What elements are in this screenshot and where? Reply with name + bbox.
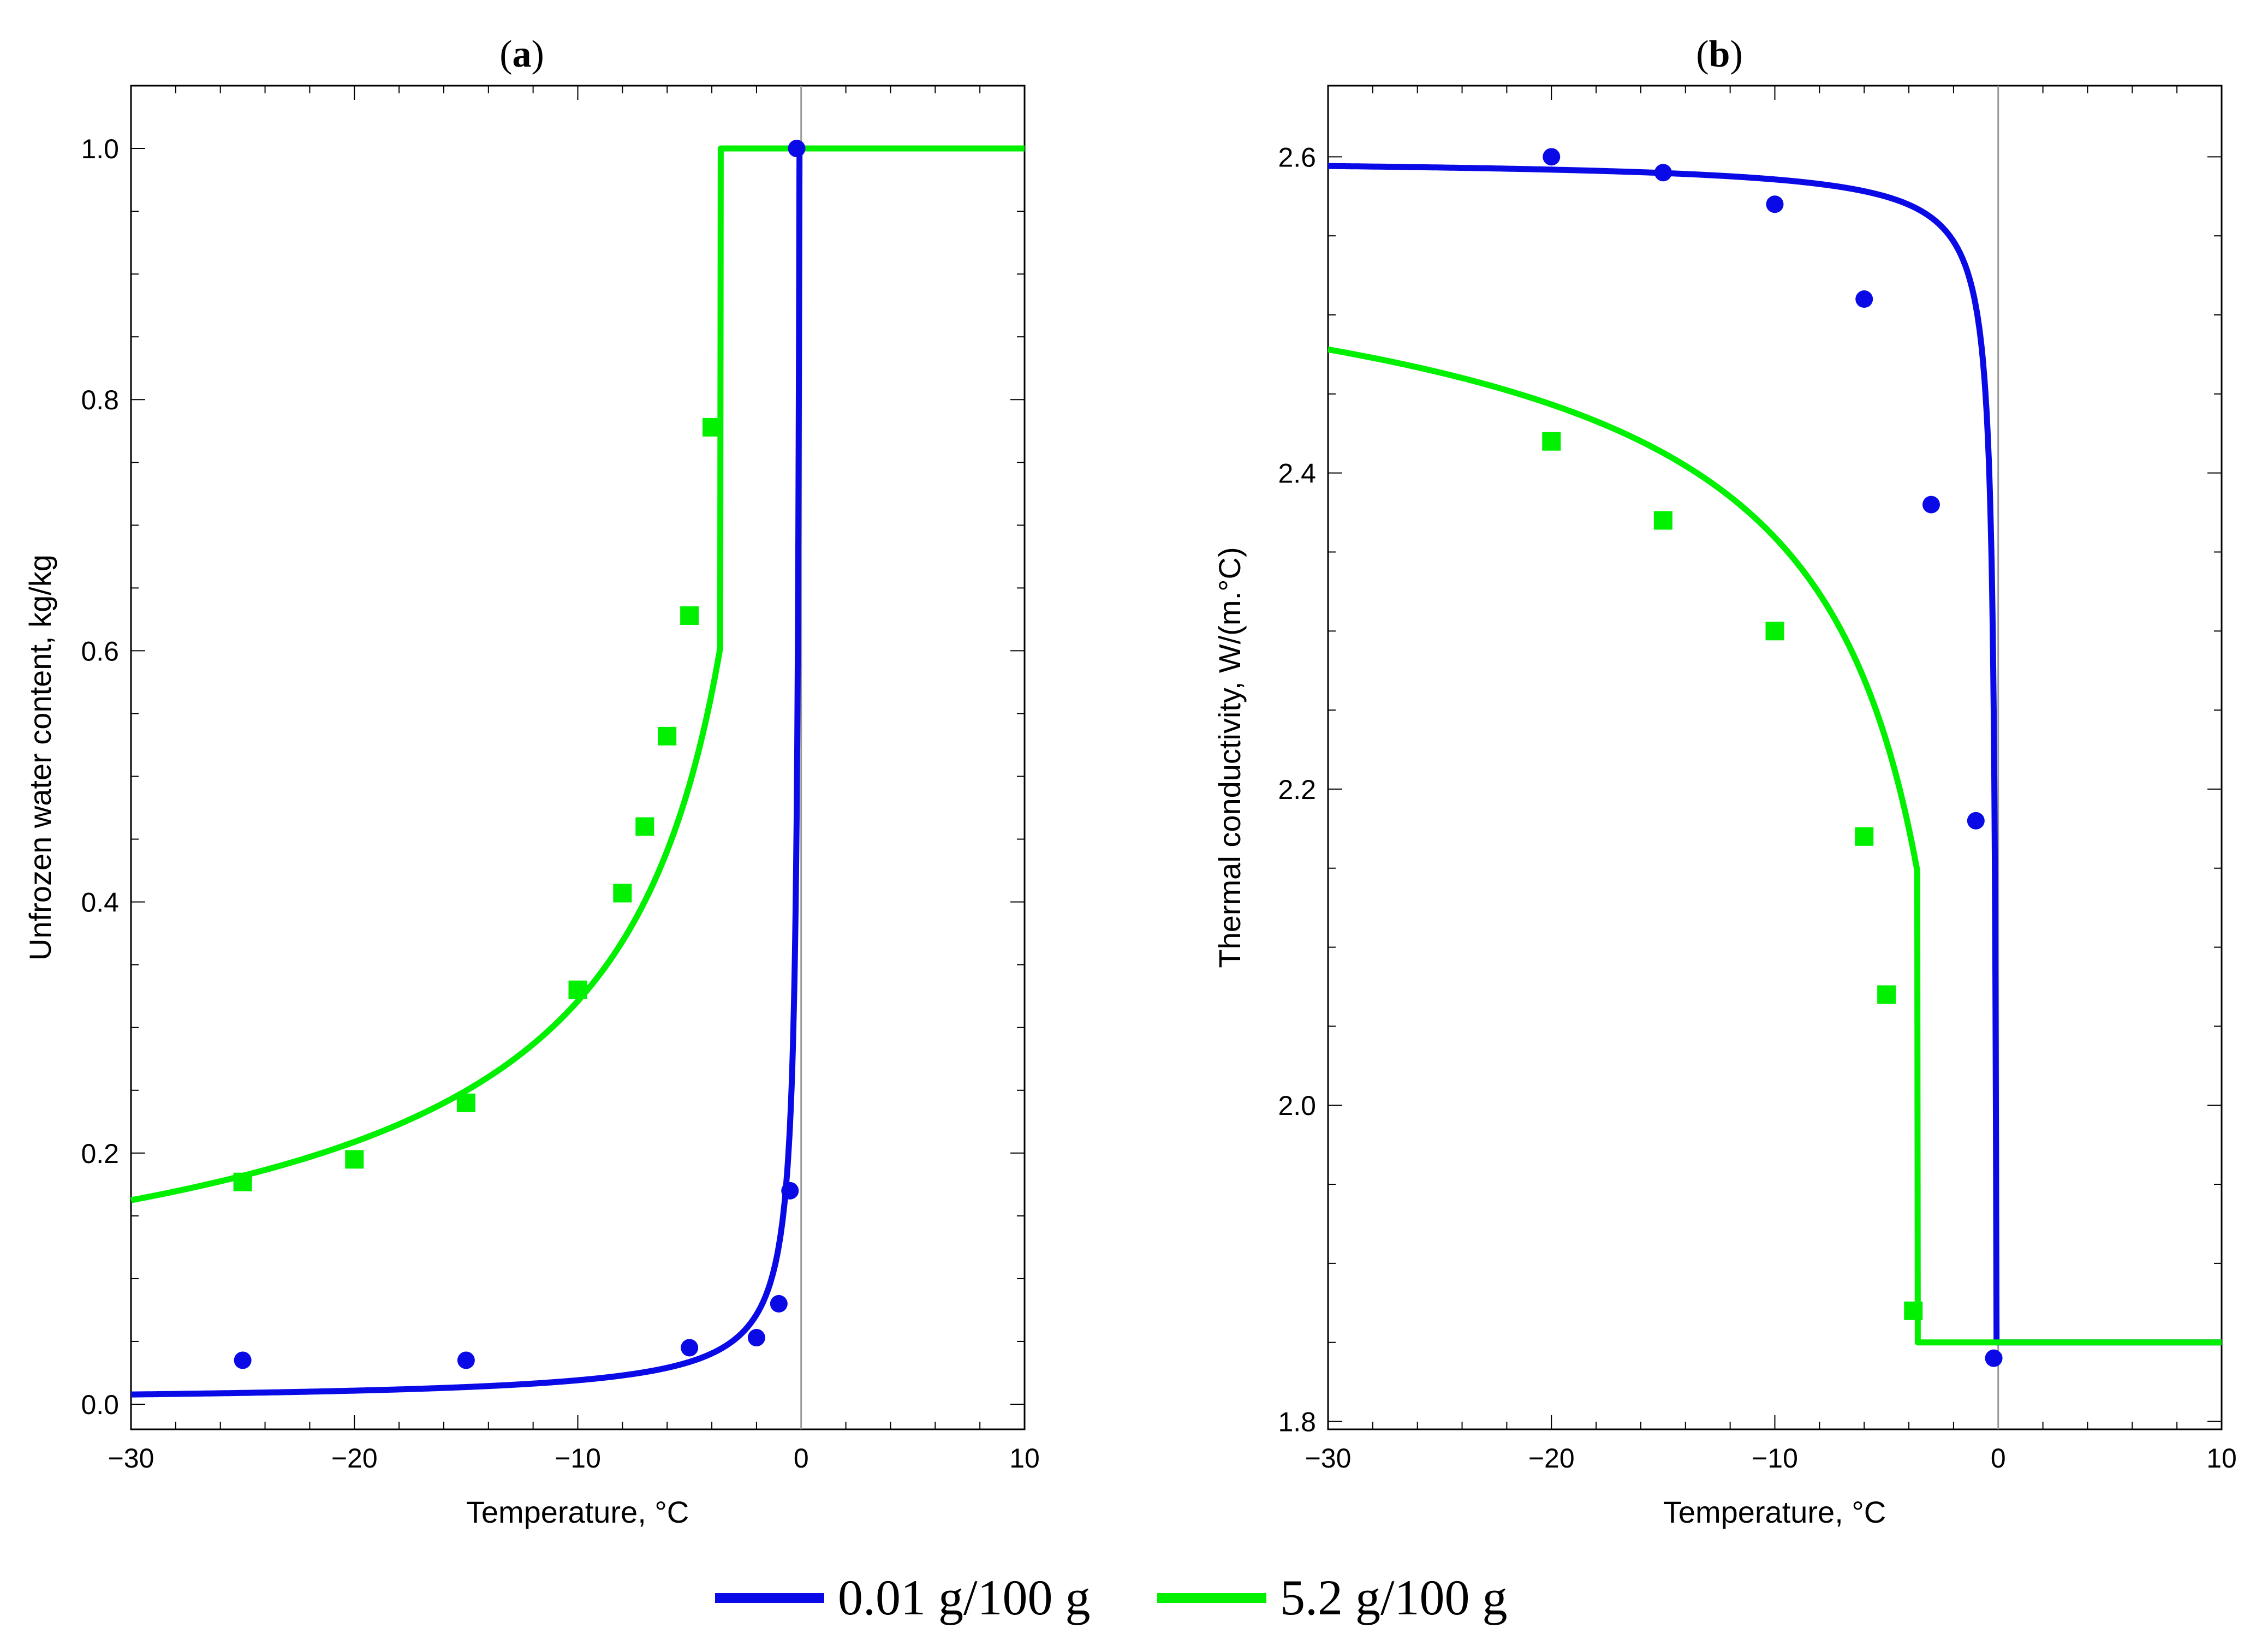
panel-a-markers <box>233 140 806 1369</box>
panel-a-curves <box>128 145 1027 1398</box>
panel-a-title: (a) <box>499 33 544 75</box>
data-point <box>681 1339 699 1357</box>
y-tick-label: 0.2 <box>81 1138 119 1169</box>
panel-a-x-label: Temperature, °C <box>466 1495 689 1529</box>
data-point <box>1766 195 1784 213</box>
panel-a-y-ticks: 0.0 0.2 0.4 0.6 0.8 1.0 <box>81 85 1025 1420</box>
panel-b-markers <box>1542 148 2003 1367</box>
y-tick-label: 2.2 <box>1278 774 1316 805</box>
data-point <box>1855 290 1873 308</box>
x-tick-label: 0 <box>794 1443 809 1474</box>
data-point <box>781 1182 799 1200</box>
data-point <box>1904 1301 1923 1320</box>
x-tick-label: −20 <box>1528 1443 1575 1474</box>
data-point <box>1765 622 1784 641</box>
panel-b-curves <box>1325 163 2224 1346</box>
data-point <box>1653 511 1672 530</box>
panel-b-frame <box>1327 85 2223 1430</box>
y-tick-label: 2.6 <box>1278 142 1316 172</box>
y-tick-label: 0.0 <box>81 1389 119 1420</box>
panel-a-frame <box>130 85 1026 1430</box>
panel-a-y-label: Unfrozen water content, kg/kg <box>23 554 57 961</box>
panel-b: (b) −30 −20 −10 0 10 1.8 2.0 2.2 2.4 2.6 Tempera… <box>1212 33 2237 1529</box>
data-point <box>345 1150 364 1169</box>
y-tick-label: 2.0 <box>1278 1090 1316 1121</box>
data-point <box>613 884 632 903</box>
data-point <box>788 140 806 158</box>
series-line <box>1325 346 2224 1346</box>
y-tick-label: 0.4 <box>81 887 119 918</box>
data-point <box>703 418 722 437</box>
data-point <box>680 606 699 625</box>
panel-b-x-ticks: −30 −20 −10 0 10 <box>1305 86 2237 1474</box>
x-tick-label: −10 <box>1752 1443 1798 1474</box>
data-point <box>456 1093 475 1112</box>
legend: 0.01 g/100 g 5.2 g/100 g <box>715 1570 1508 1625</box>
panel-b-y-ticks: 1.8 2.0 2.2 2.4 2.6 <box>1278 142 2222 1438</box>
data-point <box>1922 496 1940 514</box>
series-line <box>1325 163 2224 1346</box>
y-tick-label: 1.0 <box>81 134 119 164</box>
data-point <box>1543 148 1561 166</box>
panel-a: (a) −30 −20 −10 0 10 0.0 0.2 0.4 0.6 0.8 1.0 Temp… <box>23 33 1040 1529</box>
data-point <box>1877 985 1896 1004</box>
x-tick-label: 10 <box>2206 1443 2237 1474</box>
data-point <box>1967 812 1985 830</box>
x-tick-label: 0 <box>1991 1443 2006 1474</box>
data-point <box>1985 1349 2003 1367</box>
panel-b-title: (b) <box>1696 33 1743 75</box>
data-point <box>234 1351 252 1369</box>
x-tick-label: −30 <box>1305 1443 1352 1474</box>
data-point <box>1542 432 1561 451</box>
x-tick-label: 10 <box>1009 1443 1040 1474</box>
data-point <box>1654 164 1672 182</box>
data-point <box>457 1351 475 1369</box>
y-tick-label: 0.8 <box>81 385 119 415</box>
y-tick-label: 1.8 <box>1278 1407 1316 1438</box>
data-point <box>233 1172 252 1191</box>
x-tick-label: −20 <box>331 1443 378 1474</box>
panel-b-x-label: Temperature, °C <box>1663 1495 1886 1529</box>
series-line <box>128 145 1027 1398</box>
x-tick-label: −10 <box>555 1443 601 1474</box>
x-tick-label: −30 <box>108 1443 154 1474</box>
data-point <box>770 1295 788 1313</box>
panel-b-y-label: Thermal conductivity, W/(m.°C) <box>1212 547 1247 968</box>
legend-label-blue: 0.01 g/100 g <box>838 1570 1091 1625</box>
panel-a-x-ticks: −30 −20 −10 0 10 <box>108 86 1040 1474</box>
series-line <box>128 145 1027 1203</box>
data-point <box>1855 827 1874 846</box>
data-point <box>635 817 654 836</box>
data-point <box>658 726 677 746</box>
y-tick-label: 2.4 <box>1278 458 1316 489</box>
y-tick-label: 0.6 <box>81 636 119 666</box>
data-point <box>568 980 587 999</box>
data-point <box>747 1329 765 1347</box>
legend-label-green: 5.2 g/100 g <box>1280 1570 1508 1625</box>
